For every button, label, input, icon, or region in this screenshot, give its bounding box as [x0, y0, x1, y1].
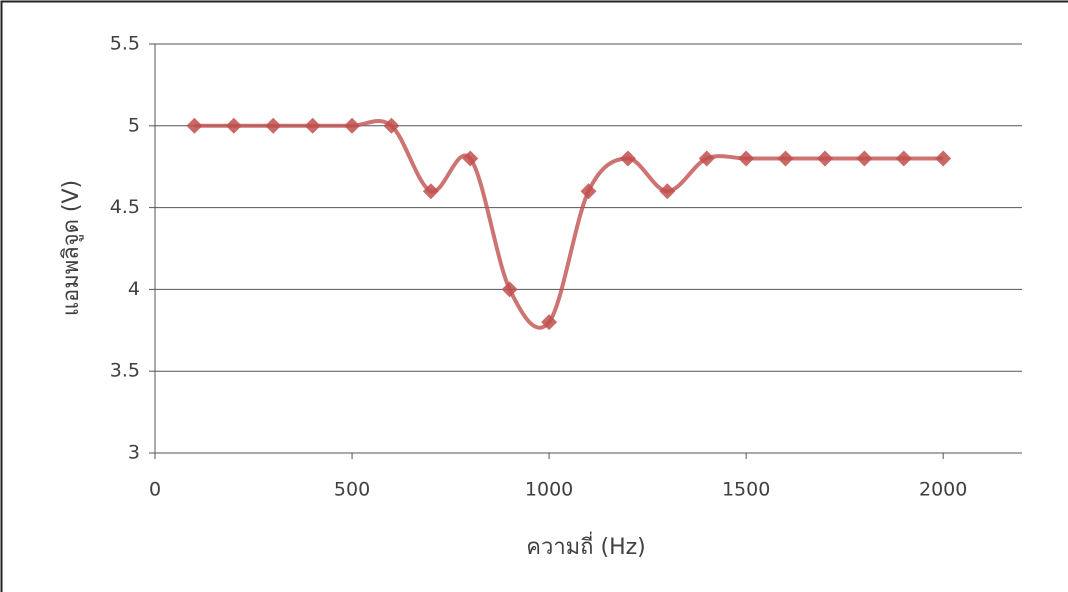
- y-tick-label: 4.5: [110, 196, 140, 218]
- y-tick-label: 4: [128, 278, 140, 300]
- x-tick-label: 1500: [722, 479, 770, 501]
- marker: [344, 117, 361, 134]
- marker: [501, 281, 518, 298]
- x-tick-label: 2000: [919, 479, 967, 501]
- marker: [225, 117, 242, 134]
- marker: [816, 150, 833, 167]
- marker: [935, 150, 952, 167]
- x-tick-label: 500: [334, 479, 370, 501]
- y-tick-label: 5: [128, 114, 140, 136]
- marker: [186, 117, 203, 134]
- y-tick-label: 3: [128, 442, 140, 464]
- marker: [698, 150, 715, 167]
- marker: [738, 150, 755, 167]
- marker: [422, 183, 439, 200]
- y-tick-label: 5.5: [110, 33, 140, 55]
- line: [194, 119, 944, 330]
- marker: [895, 150, 912, 167]
- x-tick-label: 1000: [525, 479, 573, 501]
- marker: [541, 314, 558, 331]
- marker: [265, 117, 282, 134]
- marker: [619, 150, 636, 167]
- marker: [462, 150, 479, 167]
- marker: [304, 117, 321, 134]
- x-axis-title: ความถี่ (Hz): [526, 531, 646, 560]
- marker: [580, 183, 597, 200]
- marker: [856, 150, 873, 167]
- x-tick-label: 0: [149, 479, 161, 501]
- marker: [659, 183, 676, 200]
- y-axis-title: แอมพลิจูด (V): [59, 180, 84, 316]
- marker: [777, 150, 794, 167]
- marker: [383, 117, 400, 134]
- y-tick-label: 3.5: [110, 360, 140, 382]
